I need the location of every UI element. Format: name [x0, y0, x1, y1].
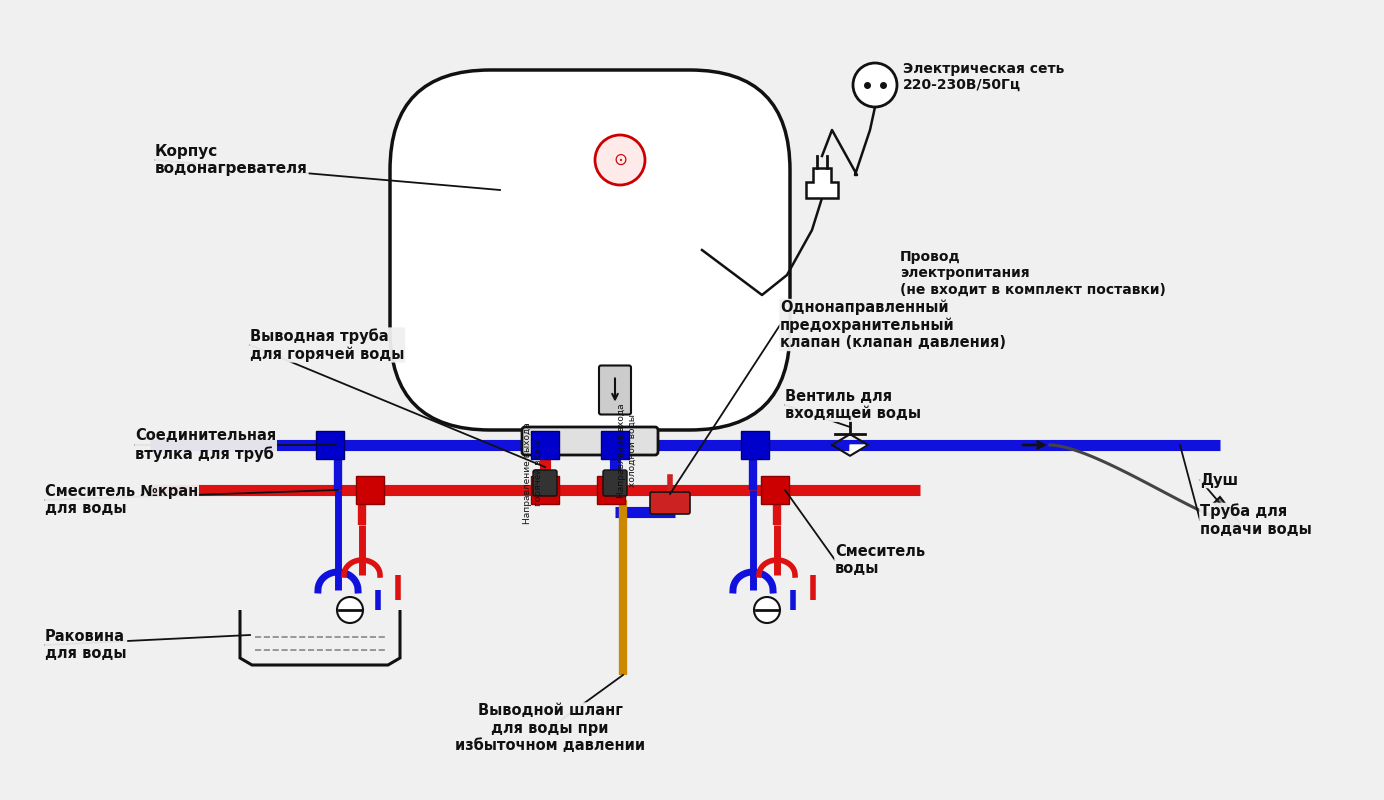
FancyBboxPatch shape — [599, 366, 631, 414]
FancyBboxPatch shape — [603, 470, 627, 496]
Polygon shape — [832, 434, 850, 445]
Text: Душ: Душ — [1200, 473, 1239, 487]
Text: Раковина
для воды: Раковина для воды — [46, 629, 126, 661]
Text: Соединительная
втулка для труб: Соединительная втулка для труб — [136, 428, 277, 462]
Polygon shape — [531, 431, 559, 459]
Circle shape — [595, 135, 645, 185]
Text: Однонаправленный
предохранительный
клапан (клапан давления): Однонаправленный предохранительный клапа… — [781, 299, 1006, 350]
Circle shape — [853, 63, 897, 107]
FancyBboxPatch shape — [522, 427, 657, 455]
Text: Корпус
водонагревателя: Корпус водонагревателя — [155, 144, 307, 176]
Polygon shape — [316, 431, 345, 459]
Polygon shape — [761, 476, 789, 504]
Polygon shape — [597, 476, 626, 504]
FancyBboxPatch shape — [650, 492, 691, 514]
Text: ⊙: ⊙ — [613, 151, 627, 169]
Circle shape — [336, 597, 363, 623]
Polygon shape — [740, 431, 770, 459]
Text: Выводной шланг
для воды при
избыточном давлении: Выводной шланг для воды при избыточном д… — [455, 703, 645, 753]
Text: Смеситель №кран
для воды: Смеситель №кран для воды — [46, 484, 198, 516]
FancyBboxPatch shape — [533, 470, 556, 496]
Text: Провод
электропитания
(не входит в комплект поставки): Провод электропитания (не входит в компл… — [900, 250, 1165, 296]
Circle shape — [754, 597, 781, 623]
Text: Труба для
подачи воды: Труба для подачи воды — [1200, 503, 1312, 537]
FancyBboxPatch shape — [390, 70, 790, 430]
Text: Направление выхода
горячей воды: Направление выхода горячей воды — [523, 422, 543, 524]
Text: Смеситель
воды: Смеситель воды — [835, 544, 925, 576]
Polygon shape — [356, 476, 383, 504]
Text: Выводная труба
для горячей воды: Выводная труба для горячей воды — [251, 328, 404, 362]
Polygon shape — [601, 431, 628, 459]
Text: Направление входа
холодной воды: Направление входа холодной воды — [617, 404, 637, 498]
Polygon shape — [531, 476, 559, 504]
Polygon shape — [850, 445, 868, 456]
Text: Вентиль для
входящей воды: Вентиль для входящей воды — [785, 389, 920, 421]
Text: Электрическая сеть
220-230В/50Гц: Электрическая сеть 220-230В/50Гц — [902, 62, 1064, 92]
Polygon shape — [1214, 497, 1240, 529]
Polygon shape — [805, 168, 837, 198]
